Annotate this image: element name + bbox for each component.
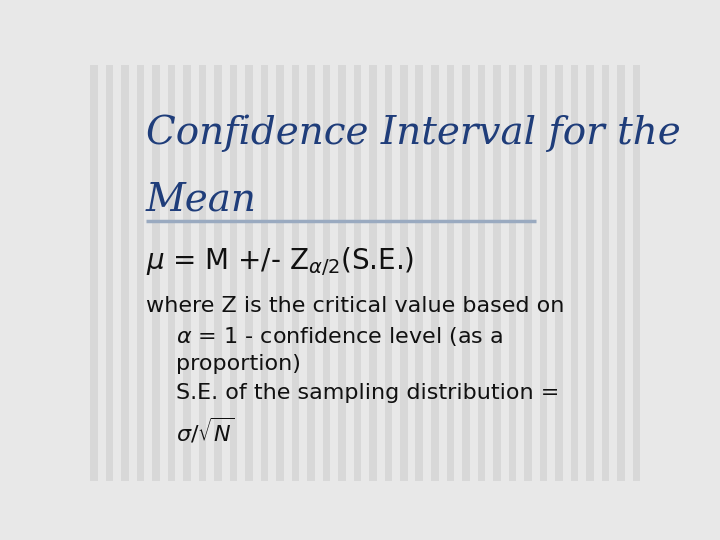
Bar (601, 65, 609, 481)
Bar (269, 65, 276, 481)
Bar (431, 65, 438, 481)
Bar (392, 65, 400, 481)
Bar (276, 65, 284, 481)
Bar (307, 65, 315, 481)
Bar (160, 65, 168, 481)
Bar (454, 65, 462, 481)
Bar (640, 65, 648, 481)
Bar (354, 65, 361, 481)
Bar (261, 65, 269, 481)
Bar (315, 65, 323, 481)
Text: Confidence Interval for the: Confidence Interval for the (145, 114, 680, 152)
Bar (586, 65, 594, 481)
Bar (175, 65, 183, 481)
Bar (578, 65, 586, 481)
Bar (500, 65, 508, 481)
Bar (384, 65, 392, 481)
Text: where Z is the critical value based on: where Z is the critical value based on (145, 295, 564, 315)
Bar (214, 65, 222, 481)
Bar (113, 65, 121, 481)
Bar (508, 65, 516, 481)
Bar (222, 65, 230, 481)
Bar (400, 65, 408, 481)
Bar (245, 65, 253, 481)
Bar (90, 65, 98, 481)
Bar (408, 65, 415, 481)
Bar (238, 65, 245, 481)
Bar (361, 65, 369, 481)
Bar (438, 65, 446, 481)
Bar (183, 65, 191, 481)
Bar (137, 65, 144, 481)
Text: $\mu$ = M +/- Z$_{\alpha/2}$(S.E.): $\mu$ = M +/- Z$_{\alpha/2}$(S.E.) (145, 246, 414, 279)
Bar (323, 65, 330, 481)
Bar (563, 65, 570, 481)
Text: proportion): proportion) (176, 354, 302, 374)
Bar (292, 65, 300, 481)
Bar (121, 65, 129, 481)
Bar (415, 65, 423, 481)
Bar (524, 65, 532, 481)
Bar (253, 65, 261, 481)
Bar (300, 65, 307, 481)
Bar (485, 65, 493, 481)
Bar (462, 65, 469, 481)
Bar (98, 65, 106, 481)
Bar (129, 65, 137, 481)
Text: $\alpha$ = 1 - confidence level (as a: $\alpha$ = 1 - confidence level (as a (176, 325, 504, 348)
Bar (555, 65, 563, 481)
Bar (446, 65, 454, 481)
Bar (493, 65, 500, 481)
Bar (377, 65, 384, 481)
Bar (152, 65, 160, 481)
Bar (168, 65, 175, 481)
Bar (369, 65, 377, 481)
Bar (199, 65, 206, 481)
Bar (144, 65, 152, 481)
Bar (570, 65, 578, 481)
Bar (338, 65, 346, 481)
Bar (617, 65, 625, 481)
Bar (477, 65, 485, 481)
Text: S.E. of the sampling distribution =: S.E. of the sampling distribution = (176, 383, 560, 403)
Bar (609, 65, 617, 481)
Text: $\sigma$/$\sqrt{N}$: $\sigma$/$\sqrt{N}$ (176, 416, 235, 446)
Bar (625, 65, 632, 481)
Bar (206, 65, 214, 481)
Bar (284, 65, 292, 481)
Bar (423, 65, 431, 481)
Bar (532, 65, 539, 481)
Bar (469, 65, 477, 481)
Bar (191, 65, 199, 481)
Bar (346, 65, 354, 481)
Bar (632, 65, 640, 481)
Bar (230, 65, 238, 481)
Bar (547, 65, 555, 481)
Text: Mean: Mean (145, 181, 256, 218)
Bar (330, 65, 338, 481)
Bar (539, 65, 547, 481)
Bar (594, 65, 601, 481)
Bar (516, 65, 524, 481)
Bar (106, 65, 113, 481)
